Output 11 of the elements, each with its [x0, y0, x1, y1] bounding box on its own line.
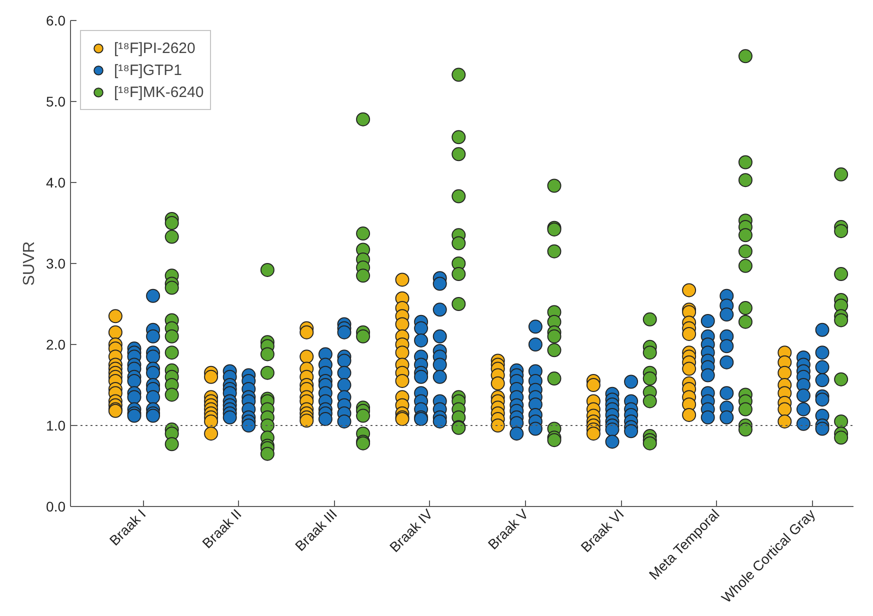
- y-tick-label: 0.0: [46, 498, 66, 514]
- y-tick-label: 6.0: [46, 12, 66, 28]
- y-tick-label: 4.0: [46, 174, 66, 190]
- y-tick-label: 3.0: [46, 256, 66, 272]
- legend-label: [¹⁸F]GTP1: [114, 62, 182, 78]
- legend-label: [¹⁸F]MK-6240: [114, 84, 204, 100]
- y-tick-label: 1.0: [46, 418, 66, 434]
- legend-label: [¹⁸F]PI-2620: [114, 40, 196, 56]
- y-axis-title: SUVR: [21, 241, 38, 286]
- y-tick-label: 5.0: [46, 94, 66, 110]
- y-tick-label: 2.0: [46, 336, 66, 352]
